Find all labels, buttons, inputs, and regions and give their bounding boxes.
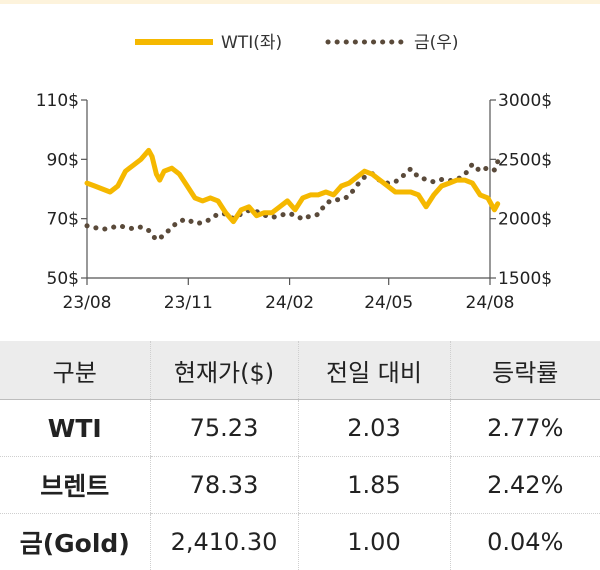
row-daily-change: 2.03 [298,400,450,457]
legend-label-wti: WTI(좌) [221,33,282,53]
wti-price-line [87,150,498,221]
row-name: WTI [0,400,150,457]
table-row: 금(Gold) 2,410.30 1.00 0.04% [0,514,600,570]
table-row: 브렌트 78.33 1.85 2.42% [0,457,600,514]
y-left-tick-label: 70$ [47,210,79,230]
row-name: 금(Gold) [0,514,150,570]
x-tick-label: 23/08 [63,293,112,313]
x-tick-label: 24/08 [466,293,515,313]
y-right-tick-label: 2000$ [498,210,552,230]
row-current-price: 78.33 [150,457,298,514]
table-row: WTI 75.23 2.03 2.77% [0,400,600,457]
chart-axes: 50$ 70$ 90$ 110$ 1500$ 2000$ 2500$ 3000$ 23/08 23… [36,91,552,313]
commodity-price-chart: WTI(좌) 금(우) 50$ 70$ 90$ 110$ 1500$ 2000$ 2500$… [0,0,600,335]
price-summary-table: 구분 현재가($) 전일 대비 등락률 WTI 75.23 2.03 2.77%… [0,341,600,570]
x-tick-label: 24/02 [265,293,314,313]
chart-legend: WTI(좌) 금(우) [135,33,459,53]
row-daily-change: 1.85 [298,457,450,514]
row-change-rate: 0.04% [450,514,600,570]
y-right-tick-label: 1500$ [498,269,552,289]
y-right-tick-label: 3000$ [498,91,552,111]
header-category: 구분 [0,341,150,400]
gold-price-line [87,162,498,240]
y-left-tick-label: 110$ [36,91,79,111]
row-change-rate: 2.77% [450,400,600,457]
x-tick-label: 24/05 [364,293,413,313]
header-current-price: 현재가($) [150,341,298,400]
series-gold [87,162,498,240]
row-current-price: 2,410.30 [150,514,298,570]
row-current-price: 75.23 [150,400,298,457]
table-header-row: 구분 현재가($) 전일 대비 등락률 [0,341,600,400]
row-change-rate: 2.42% [450,457,600,514]
row-daily-change: 1.00 [298,514,450,570]
x-tick-label: 23/11 [164,293,213,313]
legend-label-gold: 금(우) [414,33,459,53]
series-wti [87,150,498,221]
header-change-rate: 등락률 [450,341,600,400]
y-right-tick-label: 2500$ [498,150,552,170]
header-daily-change: 전일 대비 [298,341,450,400]
y-left-tick-label: 90$ [47,150,79,170]
row-name: 브렌트 [0,457,150,514]
y-left-tick-label: 50$ [47,269,79,289]
